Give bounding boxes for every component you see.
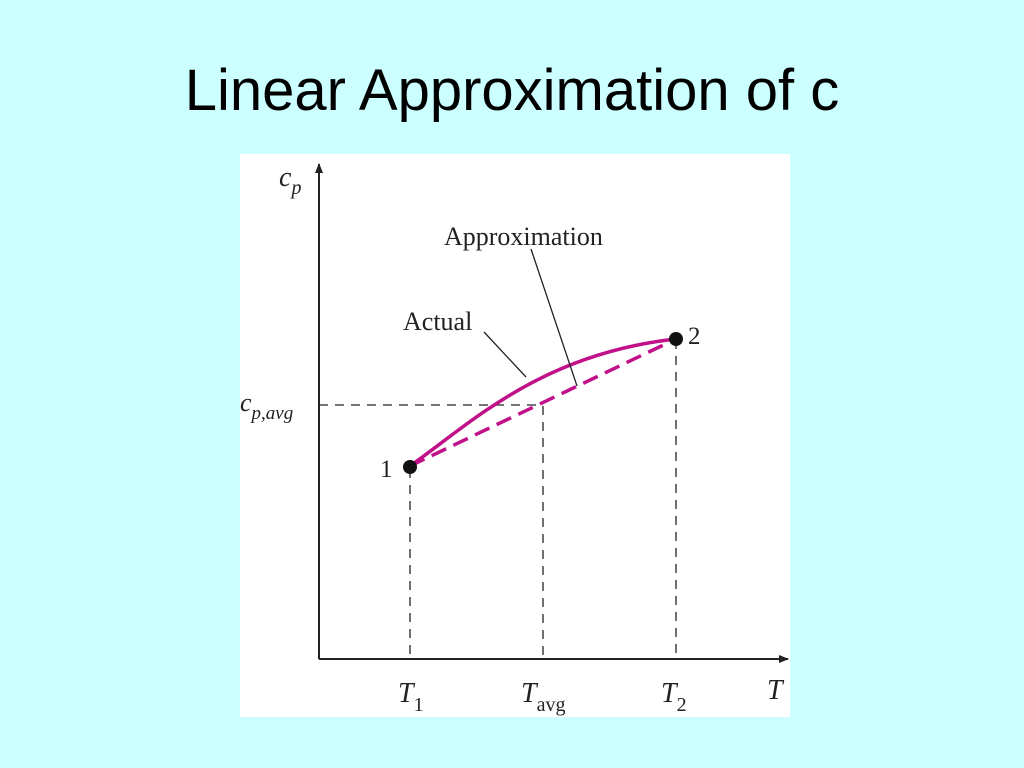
tick-t2-label: T2 — [661, 678, 687, 716]
point-2 — [669, 332, 683, 346]
slide-title: Linear Approximation of c — [184, 58, 840, 123]
actual-label: Actual — [403, 307, 472, 336]
tick-tavg-label: Tavg — [521, 678, 565, 716]
cp-vs-t-diagram: cp cp,avg 1 2 Actual Approximation T1 Ta… — [240, 162, 789, 716]
cp-avg-label: cp,avg — [240, 388, 293, 424]
actual-leader-line — [483, 331, 527, 378]
x-axis-label: T — [767, 675, 785, 706]
approximation-label: Approximation — [444, 222, 603, 251]
point-1-label: 1 — [380, 456, 393, 483]
tick-t1-label: T1 — [398, 678, 424, 716]
approximation-leader-line — [530, 248, 578, 387]
point-1 — [403, 460, 417, 474]
point-2-label: 2 — [688, 323, 701, 350]
y-axis-label: cp — [279, 162, 301, 199]
approximation-line — [409, 337, 677, 468]
actual-curve — [408, 337, 677, 468]
diagram-panel: cp cp,avg 1 2 Actual Approximation T1 Ta… — [240, 154, 790, 717]
